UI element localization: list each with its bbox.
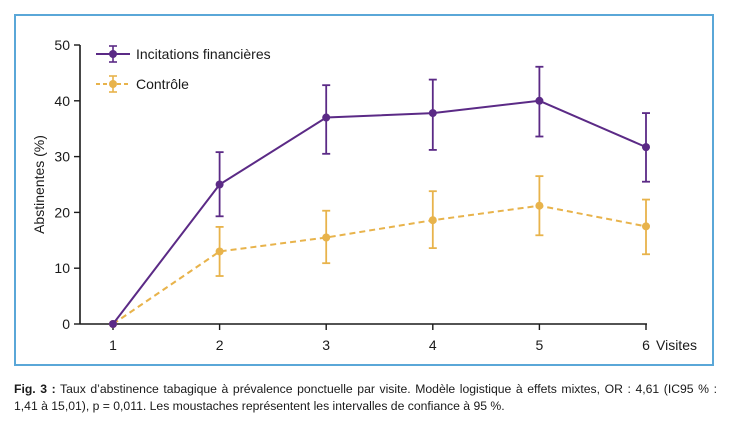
y-tick-label: 0	[62, 316, 70, 332]
legend-marker	[109, 50, 117, 58]
x-tick-label: 1	[109, 337, 117, 353]
x-tick-label: 5	[536, 337, 544, 353]
legend-marker	[109, 80, 117, 88]
legend-item: Incitations financières	[96, 45, 271, 63]
series-group	[109, 175, 650, 328]
data-point	[322, 233, 331, 242]
data-point	[535, 96, 544, 105]
x-tick-label: 6	[642, 337, 650, 353]
x-tick-label: 3	[322, 337, 330, 353]
figure-caption: Fig. 3 : Taux d’abstinence tabagique à p…	[14, 381, 717, 415]
data-point	[215, 247, 224, 256]
y-tick-label: 20	[54, 204, 70, 220]
data-point	[215, 180, 224, 189]
y-tick-label: 40	[54, 93, 70, 109]
x-tick-label: 2	[216, 337, 224, 353]
y-axis-label: Abstinentes (%)	[31, 135, 47, 234]
x-tick-label: 4	[429, 337, 437, 353]
y-tick-label: 50	[54, 37, 70, 53]
data-point	[428, 109, 437, 118]
figure-frame: 0 10 20 30 40 50 1 2 3 4 5 6 Visites Abstinentes (%) I…	[14, 14, 714, 366]
series-line	[112, 204, 647, 325]
caption-label: Fig. 3 :	[14, 382, 56, 396]
legend-item: Contrôle	[96, 75, 189, 93]
series-line	[112, 99, 647, 325]
y-tick-label: 10	[54, 260, 70, 276]
y-tick-label: 30	[54, 149, 70, 165]
data-point	[642, 222, 650, 231]
caption-text: Taux d’abstinence tabagique à prévalence…	[14, 382, 717, 413]
legend-label: Contrôle	[136, 76, 189, 92]
data-point	[109, 320, 117, 328]
series-group	[109, 65, 650, 328]
x-axis-end-label: Visites	[656, 337, 697, 353]
data-point	[535, 201, 544, 210]
data-point	[322, 113, 331, 122]
data-point	[428, 216, 437, 225]
line-chart: 0 10 20 30 40 50 1 2 3 4 5 6 Visites Abstinentes (%) I…	[31, 37, 697, 353]
data-point	[642, 143, 650, 152]
legend-label: Incitations financières	[136, 46, 271, 62]
